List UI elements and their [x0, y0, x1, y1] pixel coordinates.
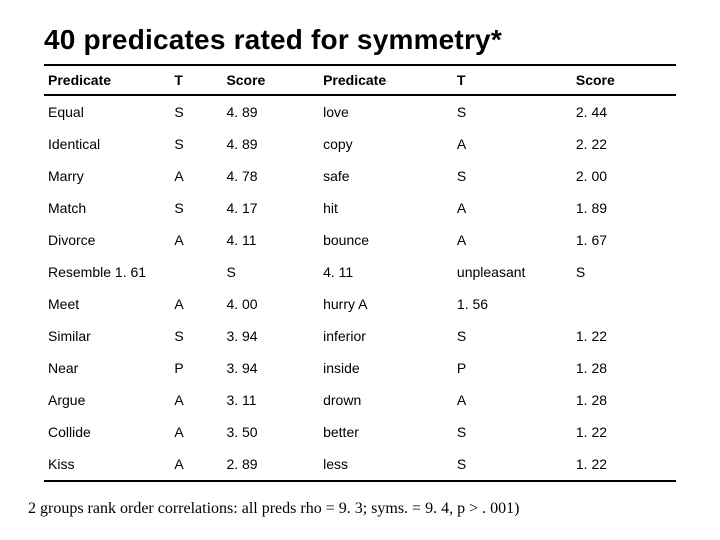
- table-cell: S: [453, 320, 572, 352]
- table-cell: P: [170, 352, 222, 384]
- table-cell: Collide: [44, 416, 170, 448]
- table-cell: inside: [319, 352, 453, 384]
- table-cell: S: [453, 160, 572, 192]
- table-cell: Divorce: [44, 224, 170, 256]
- footnote: 2 groups rank order correlations: all pr…: [0, 500, 720, 518]
- table-cell: 2. 00: [572, 160, 676, 192]
- table-cell: 4. 11: [222, 224, 319, 256]
- col-header: Predicate: [44, 65, 170, 95]
- col-header: T: [170, 65, 222, 95]
- table-cell: Similar: [44, 320, 170, 352]
- table-cell: S: [453, 448, 572, 480]
- table-cell: A: [170, 448, 222, 480]
- table-cell: A: [170, 288, 222, 320]
- table-cell: 4. 89: [222, 95, 319, 128]
- table-header-row: Predicate T Score Predicate T Score: [44, 65, 676, 95]
- table-cell: 1. 22: [572, 448, 676, 480]
- table-cell: S: [453, 95, 572, 128]
- table-row: KissA2. 89lessS1. 22: [44, 448, 676, 480]
- col-header: Score: [572, 65, 676, 95]
- table-cell: S: [170, 128, 222, 160]
- table-cell: 1. 22: [572, 416, 676, 448]
- table-cell: 3. 50: [222, 416, 319, 448]
- table-cell: A: [170, 224, 222, 256]
- table-cell: 1. 56: [453, 288, 572, 320]
- table-cell: S: [572, 256, 676, 288]
- table-row: NearP3. 94insideP1. 28: [44, 352, 676, 384]
- table-cell: S: [222, 256, 319, 288]
- table-cell: 3. 94: [222, 320, 319, 352]
- table-cell: Argue: [44, 384, 170, 416]
- table-cell: 1. 22: [572, 320, 676, 352]
- table-cell: 4. 17: [222, 192, 319, 224]
- table-cell: A: [170, 384, 222, 416]
- col-header: T: [453, 65, 572, 95]
- table-cell: Marry: [44, 160, 170, 192]
- table-cell: hit: [319, 192, 453, 224]
- table-cell: Meet: [44, 288, 170, 320]
- table-cell: 2. 89: [222, 448, 319, 480]
- table-cell: A: [170, 160, 222, 192]
- table-cell: S: [170, 192, 222, 224]
- table-cell: Identical: [44, 128, 170, 160]
- predicates-table: Predicate T Score Predicate T Score Equa…: [44, 64, 676, 480]
- table-cell: drown: [319, 384, 453, 416]
- table-cell: 1. 28: [572, 384, 676, 416]
- table-cell: hurry A: [319, 288, 453, 320]
- table-cell: love: [319, 95, 453, 128]
- table-cell: 4. 89: [222, 128, 319, 160]
- table-cell: 3. 11: [222, 384, 319, 416]
- table-cell: bounce: [319, 224, 453, 256]
- col-header: Predicate: [319, 65, 453, 95]
- table-cell: S: [170, 95, 222, 128]
- table-cell: copy: [319, 128, 453, 160]
- table-cell: P: [453, 352, 572, 384]
- table-cell: A: [453, 224, 572, 256]
- table-row: MarryA4. 78safeS2. 00: [44, 160, 676, 192]
- table-cell: Equal: [44, 95, 170, 128]
- table-cell: Near: [44, 352, 170, 384]
- table-cell: unpleasant: [453, 256, 572, 288]
- table-cell: inferior: [319, 320, 453, 352]
- table-cell: A: [170, 416, 222, 448]
- table-row: Resemble 1. 61 S4. 11unpleasantS: [44, 256, 676, 288]
- table-cell: 4. 11: [319, 256, 453, 288]
- table-cell: 1. 28: [572, 352, 676, 384]
- col-header: Score: [222, 65, 319, 95]
- table-cell: Match: [44, 192, 170, 224]
- table-cell: [572, 288, 676, 320]
- table-cell: [170, 256, 222, 288]
- table-cell: S: [170, 320, 222, 352]
- table-cell: A: [453, 384, 572, 416]
- table-cell: 1. 89: [572, 192, 676, 224]
- table-cell: S: [453, 416, 572, 448]
- slide-title: 40 predicates rated for symmetry*: [44, 24, 676, 56]
- table-row: CollideA3. 50betterS1. 22: [44, 416, 676, 448]
- table-cell: 2. 22: [572, 128, 676, 160]
- table-row: MeetA4. 00 hurry A1. 56: [44, 288, 676, 320]
- table-row: MatchS4. 17hitA1. 89: [44, 192, 676, 224]
- table-row: ArgueA3. 11 drownA1. 28: [44, 384, 676, 416]
- table-row: IdenticalS4. 89copyA2. 22: [44, 128, 676, 160]
- table-cell: 2. 44: [572, 95, 676, 128]
- table-bottom-rule: [44, 480, 676, 482]
- table-cell: Resemble 1. 61: [44, 256, 170, 288]
- table-cell: 1. 67: [572, 224, 676, 256]
- table-cell: safe: [319, 160, 453, 192]
- table-row: DivorceA4. 11 bounceA1. 67: [44, 224, 676, 256]
- table-cell: A: [453, 192, 572, 224]
- table-row: SimilarS3. 94 inferiorS1. 22: [44, 320, 676, 352]
- table-cell: better: [319, 416, 453, 448]
- table-cell: Kiss: [44, 448, 170, 480]
- table-cell: 4. 78: [222, 160, 319, 192]
- table-cell: 3. 94: [222, 352, 319, 384]
- table-cell: less: [319, 448, 453, 480]
- table-cell: 4. 00: [222, 288, 319, 320]
- table-cell: A: [453, 128, 572, 160]
- table-row: EqualS4. 89 loveS2. 44: [44, 95, 676, 128]
